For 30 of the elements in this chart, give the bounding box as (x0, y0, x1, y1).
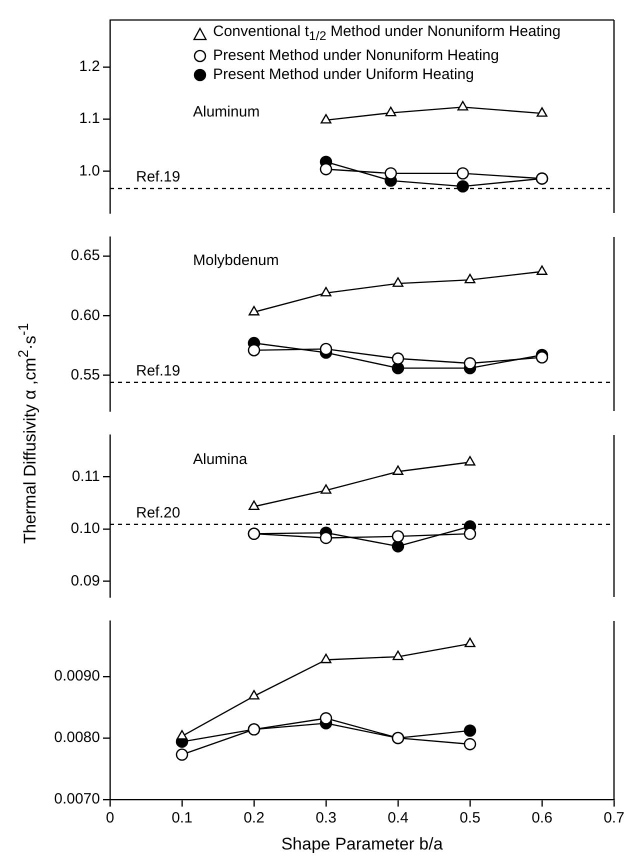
annotation: Alumina (193, 451, 248, 468)
annotation: Aluminum (193, 104, 260, 120)
y-tick-label: 0.60 (70, 306, 100, 324)
x-axis-title: Shape Parameter b/a (281, 834, 444, 854)
y-tick-label: 0.0070 (54, 790, 100, 808)
y-tick-label: 0.55 (70, 366, 100, 384)
x-tick-label: 0.3 (316, 810, 336, 827)
annotation: Molybdenum (193, 252, 279, 269)
y-tick-label: 1.2 (79, 58, 100, 76)
x-tick-label: 0.7 (604, 810, 624, 827)
y-tick-label: 0.0080 (54, 729, 100, 746)
y-tick-label: 0.11 (72, 468, 100, 485)
y-tick-label: 0.09 (70, 572, 100, 590)
ref-line-label: Ref.20 (136, 504, 180, 522)
y-tick-label: 0.65 (70, 247, 100, 264)
y-tick-label: 1.0 (79, 162, 100, 180)
y-tick-label: 0.10 (70, 520, 100, 538)
x-tick-label: 0.6 (532, 810, 552, 827)
y-tick-label: 1.1 (79, 110, 100, 128)
ref-line-label: Ref.19 (136, 362, 180, 380)
ref-line-label: Ref.19 (136, 168, 180, 186)
legend-label: Present Method under Uniform Heating (213, 65, 474, 84)
x-tick-label: 0.1 (172, 810, 192, 827)
x-tick-label: 0.4 (388, 810, 408, 827)
legend-label: Conventional t$_{1/2}$ Method under Nonuniform Heating (213, 22, 561, 45)
x-tick-label: 0.2 (244, 810, 264, 827)
legend-label: Present Method under Nonuniform Heating (213, 46, 499, 65)
x-tick-label: 0 (106, 810, 114, 827)
y-tick-label: 0.0090 (54, 668, 100, 685)
x-tick-label: 0.5 (460, 810, 480, 827)
